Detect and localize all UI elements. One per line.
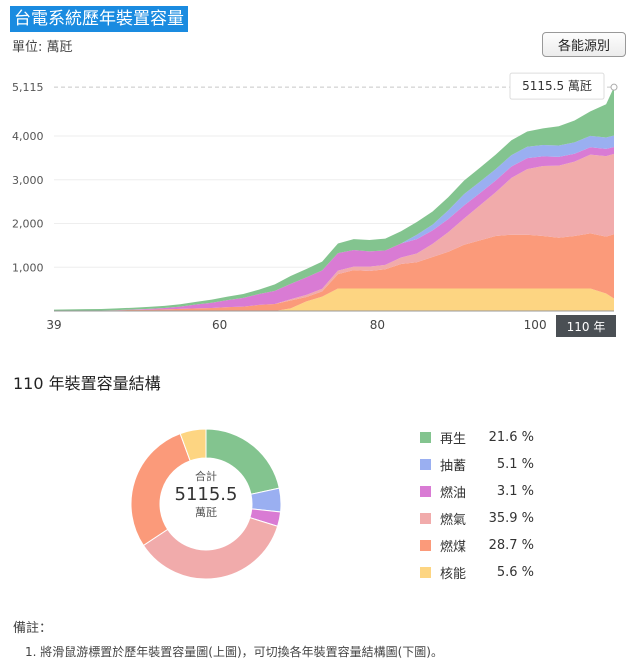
notes-title: 備註： — [13, 621, 53, 636]
selected-year-label: 110 年 — [567, 320, 606, 334]
donut-center-value: 5115.5 — [174, 484, 238, 505]
legend-item: 燃油 3.1 % — [420, 478, 534, 505]
y-tick-label: 2,000 — [12, 218, 44, 231]
legend-swatch — [420, 567, 431, 578]
legend-item: 燃煤 28.7 % — [420, 532, 534, 559]
legend-item: 核能 5.6 % — [420, 559, 534, 586]
legend-name: 燃油 — [440, 486, 467, 501]
legend-name: 核能 — [440, 567, 467, 582]
x-tick-label: 80 — [370, 318, 385, 332]
structure-title: 110 年裝置容量結構 — [13, 374, 161, 393]
hover-marker — [610, 83, 618, 91]
x-tick-label: 60 — [212, 318, 227, 332]
area-series-燃氣[interactable] — [54, 153, 614, 311]
area-series-燃油[interactable] — [54, 146, 614, 311]
donut-center-unit: 萬瓩 — [195, 506, 217, 519]
legend-percent: 35.9 % — [488, 511, 534, 526]
tooltip-text: 5115.5 萬瓩 — [522, 79, 592, 93]
unit-label: 單位: 萬瓩 — [12, 40, 73, 55]
legend-name: 再生 — [440, 432, 467, 447]
legend-swatch — [420, 540, 431, 551]
y-tick-label: 3,000 — [12, 174, 44, 187]
tooltip-box — [509, 72, 605, 100]
legend-swatch — [420, 459, 431, 470]
selected-year-badge — [556, 315, 616, 337]
area-series-核能[interactable] — [54, 288, 614, 311]
y-max-label: 5,115 — [12, 81, 44, 94]
x-tick-label: 39 — [46, 318, 61, 332]
installed-capacity-area-chart[interactable]: 1,000 2,000 3,000 4,000 5,115 39 60 80 100 5115.5… — [0, 66, 644, 340]
y-tick-label: 1,000 — [12, 261, 44, 274]
donut-slice-燃氣 — [142, 517, 279, 580]
legend-item: 燃氣 35.9 % — [420, 505, 534, 532]
legend-name: 抽蓄 — [440, 459, 467, 474]
legend-name: 燃氣 — [440, 513, 467, 528]
page-title: 台電系統歷年裝置容量 — [10, 6, 188, 32]
area-series-抽蓄[interactable] — [54, 135, 614, 311]
donut-center: 合計 5115.5 萬瓩 — [166, 470, 246, 520]
legend-percent: 28.7 % — [488, 538, 534, 553]
legend-percent: 5.1 % — [496, 457, 534, 472]
legend-percent: 21.6 % — [488, 430, 534, 445]
legend-name: 燃煤 — [440, 540, 467, 555]
notes-item: 1. 將滑鼠游標置於歷年裝置容量圖(上圖)，可切換各年裝置容量結構圖(下圖)。 — [25, 645, 443, 659]
legend-swatch — [420, 513, 431, 524]
legend-swatch — [420, 432, 431, 443]
legend-percent: 3.1 % — [496, 484, 534, 499]
donut-slice-核能 — [179, 428, 207, 462]
y-tick-label: 4,000 — [12, 130, 44, 143]
energy-source-button[interactable]: 各能源別 — [542, 32, 626, 57]
x-tick-label: 100 — [524, 318, 547, 332]
capacity-structure-donut-chart — [130, 428, 282, 580]
donut-legend: 再生 21.6 % 抽蓄 5.1 % 燃油 3.1 % 燃氣 35.9 % 燃煤 28.7 % 核能… — [420, 424, 534, 586]
legend-item: 再生 21.6 % — [420, 424, 534, 451]
donut-center-label: 合計 — [195, 470, 217, 483]
legend-item: 抽蓄 5.1 % — [420, 451, 534, 478]
legend-percent: 5.6 % — [496, 565, 534, 580]
legend-swatch — [420, 486, 431, 497]
area-series-燃煤[interactable] — [54, 233, 614, 311]
